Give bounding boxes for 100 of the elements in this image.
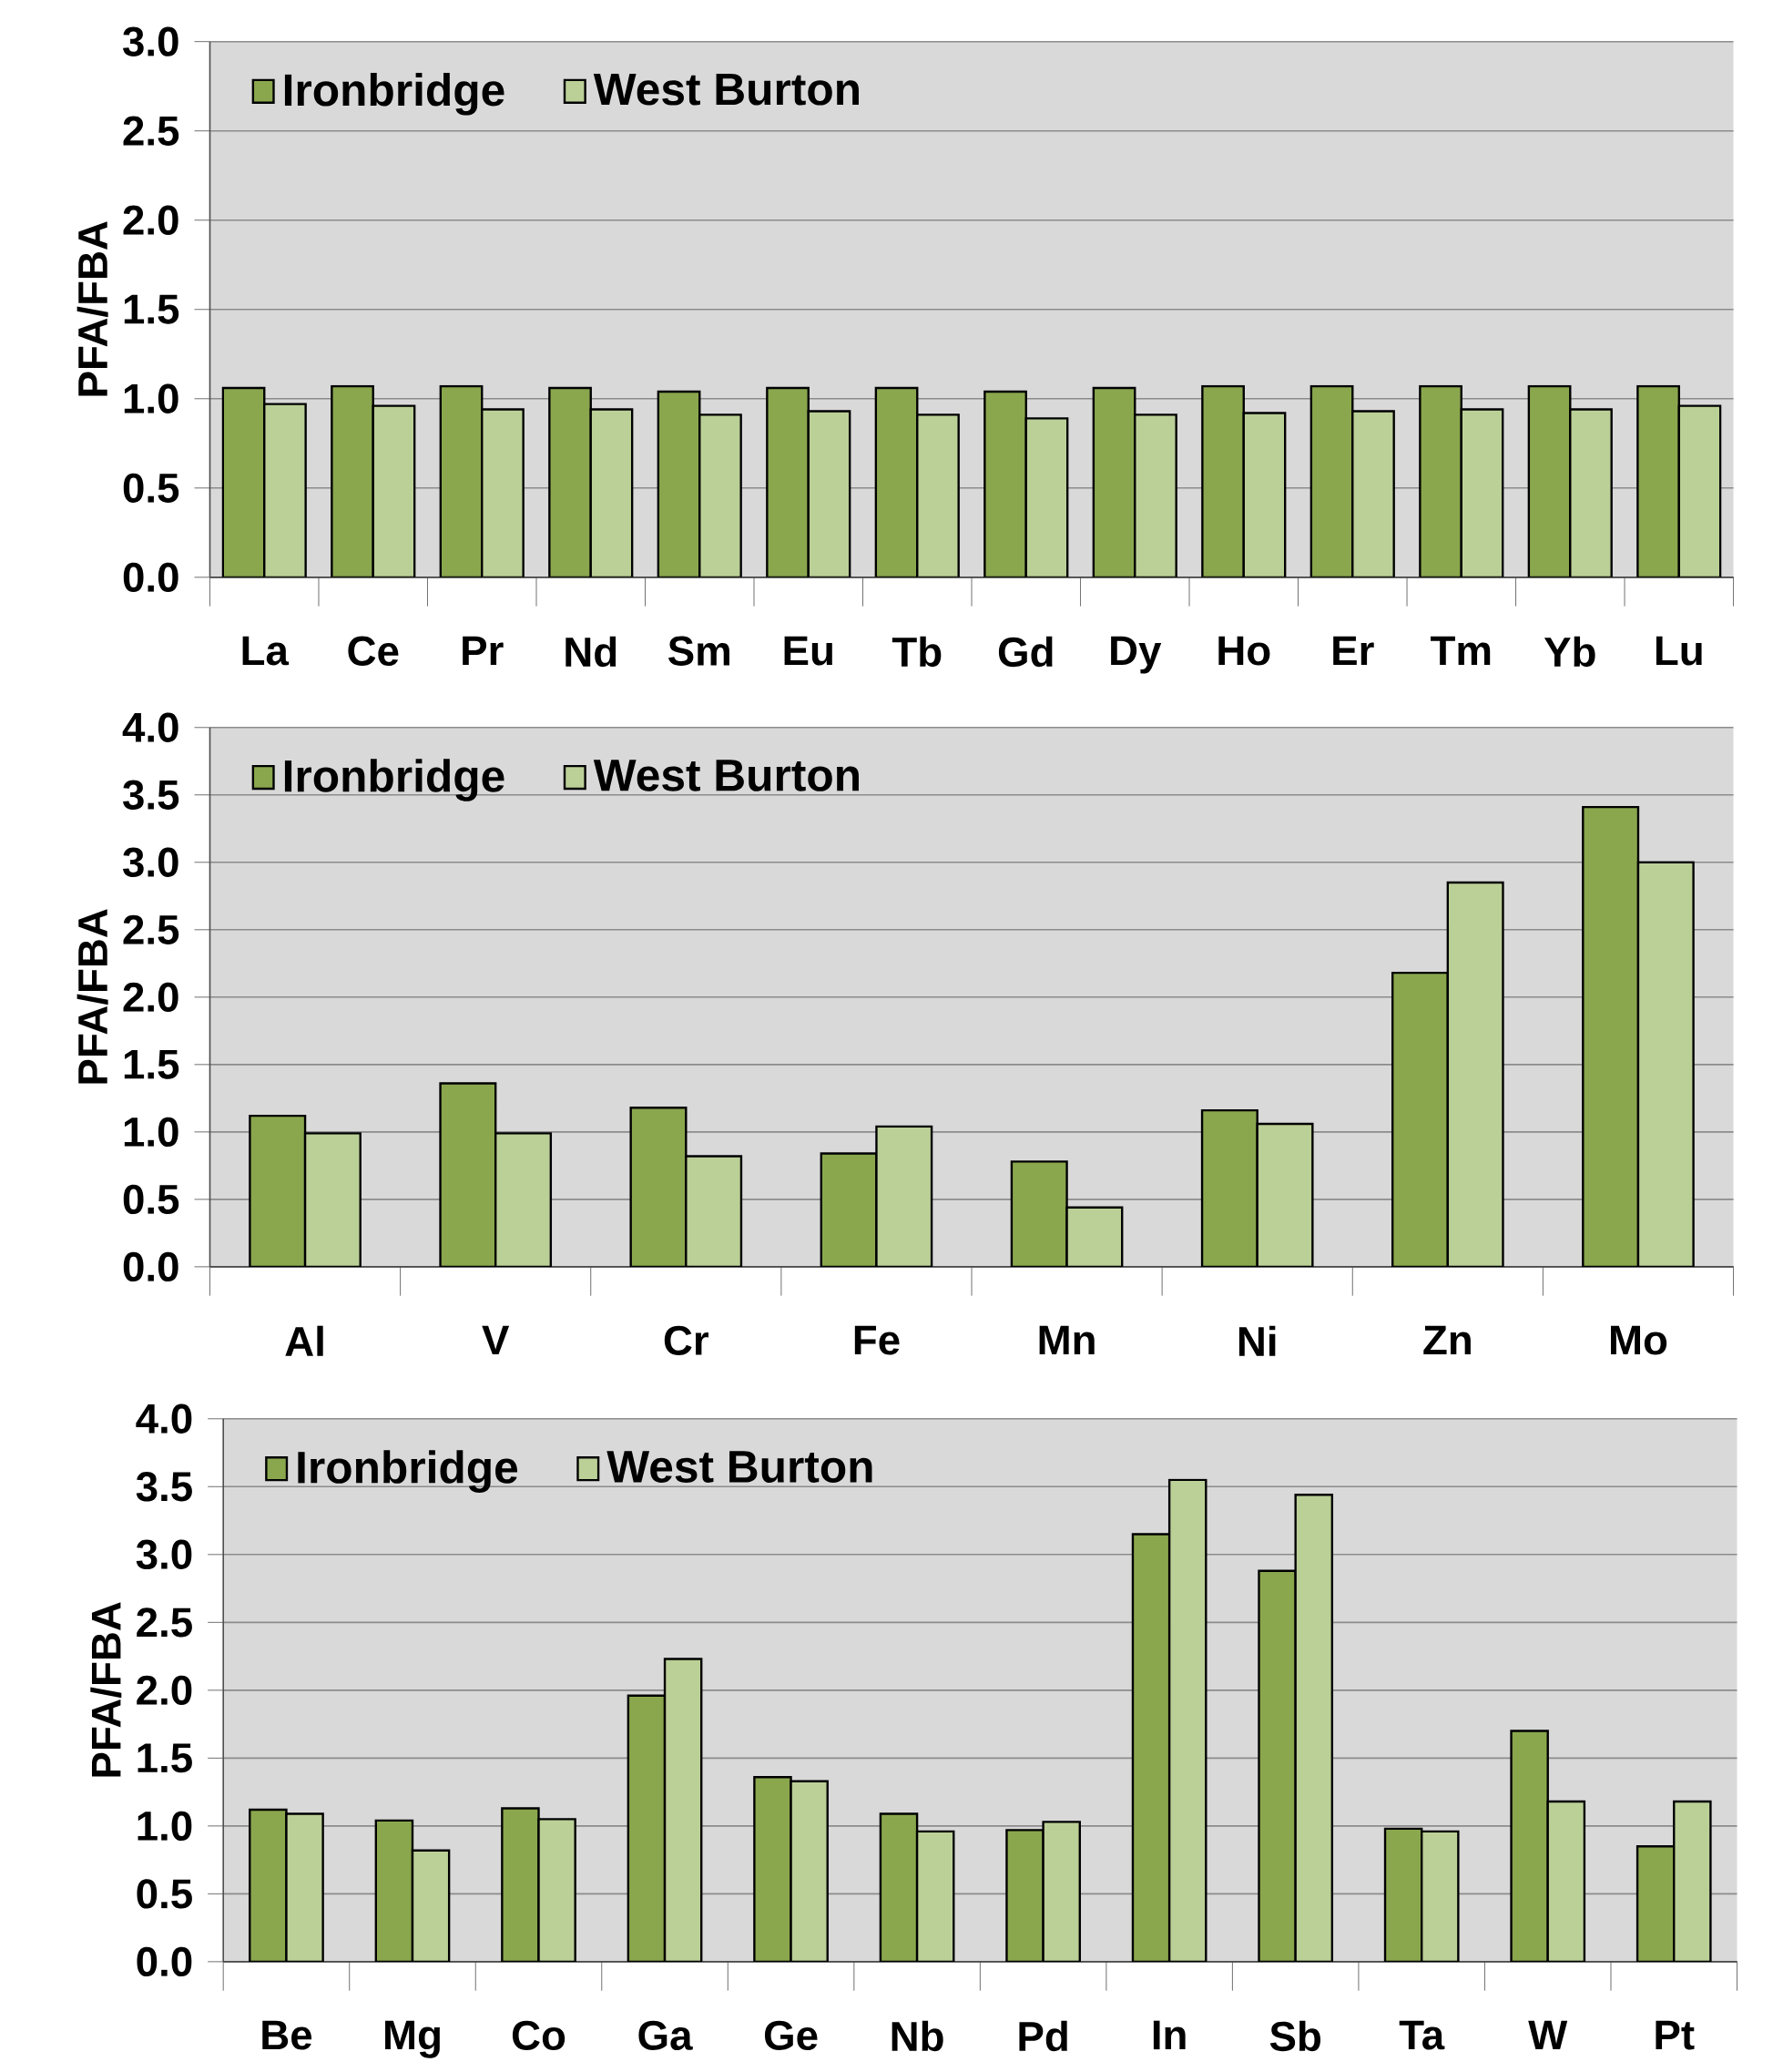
- y-tick-label: 3.0: [136, 1539, 192, 1570]
- bar: [1446, 881, 1504, 1267]
- bar: [1256, 1122, 1314, 1267]
- legend-label: West Burton: [606, 1451, 872, 1483]
- bar: [1294, 1494, 1333, 1962]
- bar: [820, 1152, 878, 1267]
- bar: [1582, 805, 1640, 1267]
- bar: [439, 1082, 497, 1267]
- x-tick-label: Mg: [384, 2020, 440, 2058]
- bar: [627, 1694, 667, 1962]
- x-tick-label: In: [1153, 2020, 1186, 2050]
- bar: [1510, 1730, 1549, 1962]
- x-tick-label: Mn: [1039, 1325, 1095, 1355]
- x-tick-label: Sb: [1269, 2020, 1320, 2052]
- y-tick-label: 2.5: [123, 116, 179, 146]
- x-tick-label: Tb: [892, 636, 942, 668]
- legend-label: Ironbridge: [284, 759, 504, 801]
- x-tick-label: Pd: [1019, 2020, 1067, 2052]
- x-tick-label: Ge: [764, 2020, 818, 2051]
- y-tick-label: 2.5: [123, 914, 179, 944]
- x-tick-label: Sm: [667, 636, 729, 666]
- x-tick-label: Ni: [1238, 1325, 1276, 1356]
- legend-label: Ironbridge: [284, 72, 504, 116]
- x-tick-label: Nb: [892, 2020, 943, 2052]
- x-tick-label: Lu: [1656, 636, 1702, 666]
- bar: [374, 1819, 414, 1962]
- x-tick-label: Ho: [1218, 636, 1270, 666]
- y-tick-label: 3.0: [122, 26, 178, 56]
- bar: [411, 1849, 451, 1962]
- bar: [915, 1830, 955, 1962]
- bar: [494, 1132, 552, 1267]
- bar: [285, 1812, 324, 1962]
- x-tick-label: Nd: [566, 636, 616, 668]
- x-tick-label: Eu: [784, 636, 832, 666]
- y-tick-label: 0.0: [137, 1946, 192, 1977]
- bar: [790, 1780, 829, 1962]
- x-tick-label: Gd: [998, 636, 1053, 668]
- bar: [1010, 1160, 1068, 1267]
- bar: [875, 1125, 933, 1267]
- y-tick-label: 2.0: [123, 205, 178, 235]
- x-tick-label: Er: [1333, 636, 1374, 666]
- y-tick-label: 1.5: [124, 1049, 179, 1079]
- x-tick-label: Dy: [1111, 636, 1162, 674]
- x-tick-label: Co: [512, 2020, 566, 2051]
- bar: [1167, 1478, 1207, 1962]
- legend-label: West Burton: [593, 73, 859, 106]
- y-axis-title: PFA/FBA: [90, 1602, 122, 1777]
- y-tick-label: 1.0: [124, 383, 178, 413]
- bar: [303, 1132, 362, 1267]
- y-tick-label: 3.5: [136, 1472, 192, 1502]
- y-tick-label: 3.5: [122, 780, 179, 810]
- bar: [663, 1658, 703, 1962]
- y-axis-title: PFA/FBA: [76, 909, 108, 1084]
- x-tick-label: Al: [285, 1325, 323, 1356]
- bar: [879, 1812, 919, 1962]
- y-tick-label: 1.0: [138, 1811, 192, 1842]
- x-tick-label: Ga: [638, 2020, 693, 2051]
- y-tick-label: 3.0: [122, 847, 178, 877]
- x-tick-label: Pt: [1656, 2020, 1695, 2050]
- bar: [248, 1808, 288, 1962]
- x-tick-label: Cr: [664, 1325, 708, 1356]
- y-tick-label: 2.0: [137, 1675, 192, 1706]
- bar: [1065, 1206, 1124, 1267]
- y-tick-label: 2.5: [137, 1608, 192, 1638]
- bar: [1005, 1829, 1044, 1962]
- x-tick-label: W: [1528, 2020, 1568, 2050]
- bar: [1420, 1830, 1460, 1962]
- x-tick-label: Fe: [854, 1325, 900, 1355]
- y-axis-title: PFA/FBA: [76, 221, 108, 396]
- y-tick-label: 1.5: [138, 1743, 192, 1773]
- bar: [501, 1807, 540, 1962]
- x-tick-label: Mo: [1610, 1325, 1667, 1355]
- y-tick-label: 0.5: [123, 473, 179, 503]
- y-tick-label: 4.0: [122, 712, 178, 742]
- bar: [537, 1818, 576, 1962]
- y-tick-label: 1.5: [124, 294, 179, 324]
- x-tick-label: V: [482, 1325, 509, 1355]
- bar: [1200, 1108, 1258, 1267]
- x-tick-label: Ta: [1399, 2020, 1445, 2050]
- y-tick-label: 0.5: [123, 1184, 179, 1215]
- x-tick-label: Ce: [348, 636, 399, 666]
- y-tick-label: 0.0: [123, 1251, 178, 1282]
- bar: [1258, 1569, 1297, 1962]
- bar: [1391, 971, 1449, 1267]
- bar: [753, 1776, 792, 1962]
- bar: [1672, 1800, 1712, 1962]
- x-tick-label: Be: [262, 2020, 311, 2050]
- y-tick-label: 4.0: [136, 1403, 192, 1434]
- bar: [1635, 1845, 1676, 1962]
- x-tick-label: La: [242, 636, 290, 666]
- y-tick-label: 0.5: [137, 1879, 192, 1909]
- legend-label: Ironbridge: [298, 1450, 517, 1493]
- legend-label: West Burton: [593, 760, 859, 791]
- bar: [1131, 1533, 1171, 1962]
- y-tick-label: 2.0: [123, 982, 178, 1012]
- x-tick-label: Zn: [1423, 1325, 1471, 1355]
- bar: [629, 1107, 688, 1267]
- y-tick-label: 0.0: [123, 562, 178, 592]
- x-tick-label: Tm: [1430, 636, 1491, 666]
- bar: [249, 1114, 307, 1267]
